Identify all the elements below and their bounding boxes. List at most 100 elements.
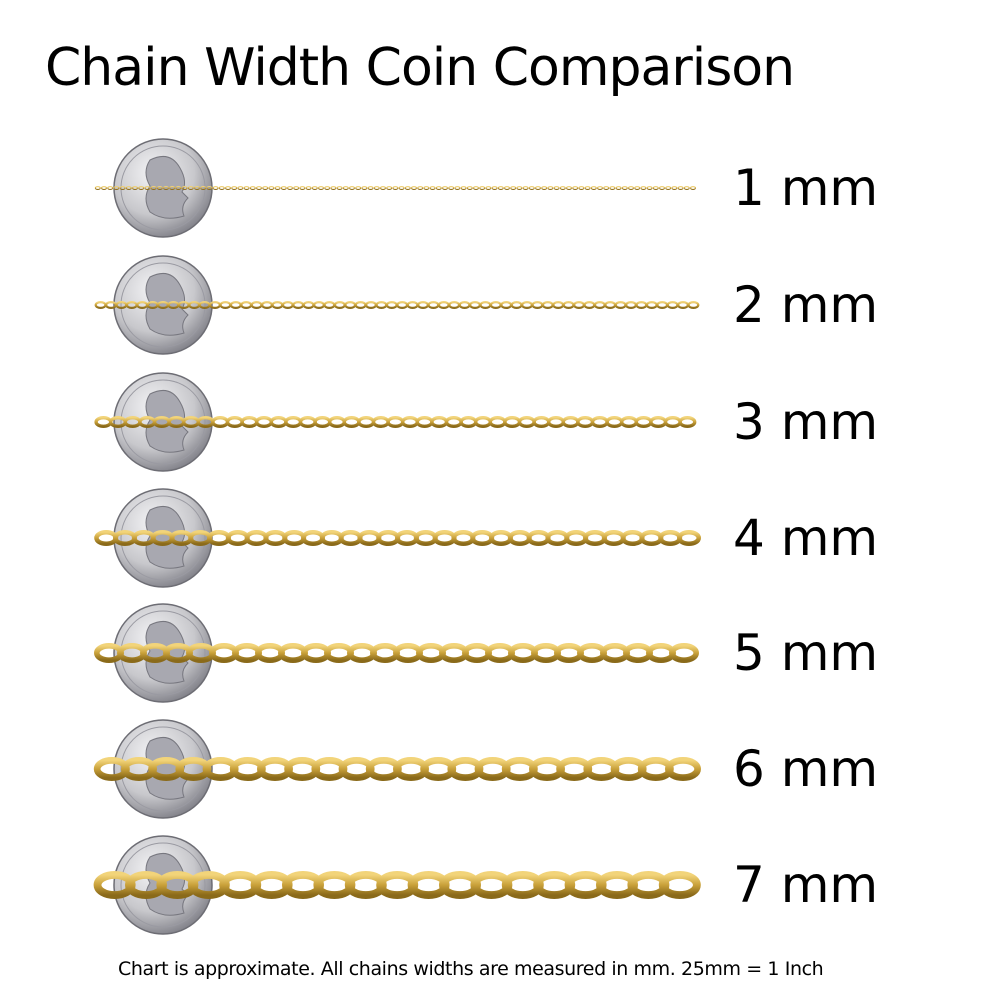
quarter-coin-icon xyxy=(113,488,213,588)
chain-link xyxy=(249,186,256,191)
chain-link xyxy=(532,416,551,429)
chain-link xyxy=(336,186,343,191)
chain-link xyxy=(386,186,393,191)
chain-link xyxy=(193,186,200,191)
chain-link xyxy=(125,186,132,191)
chain-link xyxy=(652,186,659,191)
chain-link xyxy=(634,416,653,429)
chain-link xyxy=(385,300,398,309)
chain-link xyxy=(547,186,554,191)
chain-link xyxy=(361,186,368,191)
chain-link xyxy=(541,186,548,191)
quarter-coin-icon xyxy=(113,255,213,355)
chain-link xyxy=(534,186,541,191)
chain-link xyxy=(603,186,610,191)
chain-link xyxy=(677,186,684,191)
chain-link xyxy=(342,416,361,429)
chain-link xyxy=(311,186,318,191)
chain-link xyxy=(398,186,405,191)
page-title: Chain Width Coin Comparison xyxy=(45,38,795,98)
chain-link xyxy=(458,300,471,309)
chain-link xyxy=(94,416,113,429)
chain-link xyxy=(280,186,287,191)
chain-link xyxy=(441,186,448,191)
chain-link xyxy=(404,186,411,191)
chain-link xyxy=(572,186,579,191)
chain-link xyxy=(583,300,596,309)
chain-link xyxy=(645,300,658,309)
chain-link xyxy=(689,186,696,191)
chain-row-4mm: 4 mm xyxy=(0,480,1000,596)
chain-link xyxy=(666,300,679,309)
chain-link xyxy=(448,186,455,191)
chain-row-7mm: 7 mm xyxy=(0,827,1000,943)
chain-link xyxy=(144,186,151,191)
chain-link xyxy=(584,186,591,191)
chain-link xyxy=(386,416,405,429)
chain-link xyxy=(317,186,324,191)
chain-link xyxy=(593,300,606,309)
chain-link xyxy=(364,300,377,309)
chain-link xyxy=(503,186,510,191)
chain-link xyxy=(663,416,682,429)
chain-link xyxy=(260,300,273,309)
chain-link xyxy=(371,416,390,429)
chain-link xyxy=(392,186,399,191)
chain-link xyxy=(119,186,126,191)
chain-link xyxy=(561,416,580,429)
chain-link xyxy=(435,186,442,191)
chain-link xyxy=(150,186,157,191)
chain-link xyxy=(531,300,544,309)
chain-link xyxy=(373,186,380,191)
chain-link xyxy=(379,186,386,191)
chain-link xyxy=(619,416,638,429)
chain-link xyxy=(668,642,699,663)
chain-link xyxy=(510,300,523,309)
chain-link xyxy=(187,186,194,191)
chain-link xyxy=(634,186,641,191)
chain-link xyxy=(552,300,565,309)
chain-link xyxy=(406,300,419,309)
chain-link xyxy=(614,300,627,309)
chain-link xyxy=(271,300,284,309)
chain-link xyxy=(138,186,145,191)
chain-link xyxy=(528,186,535,191)
chain-link xyxy=(268,186,275,191)
chain-link xyxy=(590,186,597,191)
chain-row-graphic xyxy=(94,372,697,472)
chain-link xyxy=(565,186,572,191)
chain-link xyxy=(375,300,388,309)
chain-link xyxy=(656,300,669,309)
chain-link xyxy=(281,300,294,309)
chain-link xyxy=(225,416,244,429)
chain-link xyxy=(448,300,461,309)
chain-link xyxy=(489,300,502,309)
chain-link xyxy=(206,186,213,191)
quarter-coin-icon xyxy=(113,372,213,472)
chain-link xyxy=(396,300,409,309)
chain-link xyxy=(429,186,436,191)
chain-link xyxy=(497,186,504,191)
chain-row-3mm: 3 mm xyxy=(0,364,1000,480)
chain-link xyxy=(417,186,424,191)
width-label: 3 mm xyxy=(733,393,879,451)
chain-link xyxy=(333,300,346,309)
chain-link xyxy=(479,186,486,191)
chain-link xyxy=(516,186,523,191)
width-label: 7 mm xyxy=(733,856,879,914)
width-label: 6 mm xyxy=(733,740,879,798)
chain-link xyxy=(94,300,107,309)
width-label: 4 mm xyxy=(733,509,879,567)
chain-link xyxy=(596,186,603,191)
chain-link xyxy=(262,186,269,191)
chain-link xyxy=(131,186,138,191)
chain-link xyxy=(520,300,533,309)
chain-link xyxy=(323,300,336,309)
chain-link xyxy=(423,186,430,191)
width-label: 2 mm xyxy=(733,276,879,334)
chain-link xyxy=(664,757,701,782)
chain-link xyxy=(541,300,554,309)
chain-link xyxy=(229,300,242,309)
chain-link xyxy=(243,186,250,191)
chain-link xyxy=(169,186,176,191)
